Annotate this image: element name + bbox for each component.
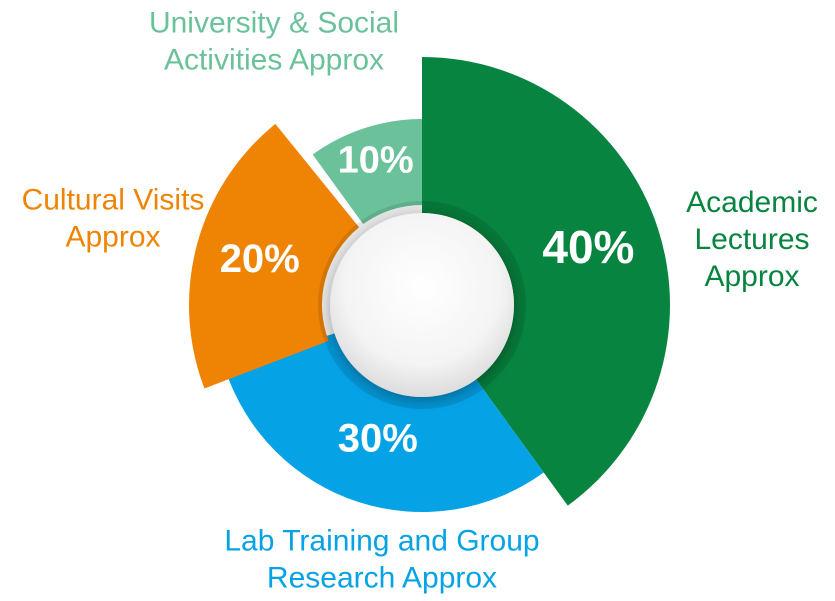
category-label-line: Research Approx	[267, 561, 497, 594]
value-label-university-and-social-activities-approx: 10%	[338, 139, 414, 181]
category-label-cultural-visits-approx: Cultural Visits Approx	[22, 183, 205, 253]
category-label-academic-lectures-approx: Academic Lectures Approx	[686, 186, 818, 293]
slice-university-and-social-activities-approx	[312, 119, 422, 225]
donut-center	[318, 201, 526, 409]
donut-slices	[189, 57, 670, 512]
value-label-cultural-visits-approx: 20%	[220, 237, 300, 281]
category-label-line: University & Social	[149, 6, 399, 39]
slice-cultural-visits-approx	[189, 123, 360, 389]
category-label-lab-training-and-group-research-approx: Lab Training and Group Research Approx	[224, 524, 539, 594]
category-label-line: Approx	[704, 260, 799, 293]
value-label-academic-lectures-approx: 40%	[542, 221, 634, 273]
category-label-university-and-social-activities-approx: University & Social Activities Approx	[149, 6, 399, 76]
category-label-line: Lab Training and Group	[224, 524, 539, 557]
category-label-line: Lectures	[694, 223, 809, 256]
category-labels: Academic Lectures Approx Lab Training and G…	[22, 6, 818, 594]
category-label-line: Cultural Visits	[22, 183, 205, 216]
value-label-lab-training-and-group-research-approx: 30%	[338, 417, 418, 461]
slice-lab-training-and-group-research-approx	[225, 333, 544, 512]
center-hole	[330, 213, 514, 397]
category-label-line: Academic	[686, 186, 818, 219]
value-labels: 40% 30% 20% 10%	[220, 139, 635, 460]
category-label-line: Approx	[65, 220, 160, 253]
category-label-line: Activities Approx	[164, 43, 384, 76]
slice-academic-lectures-approx	[422, 57, 670, 506]
